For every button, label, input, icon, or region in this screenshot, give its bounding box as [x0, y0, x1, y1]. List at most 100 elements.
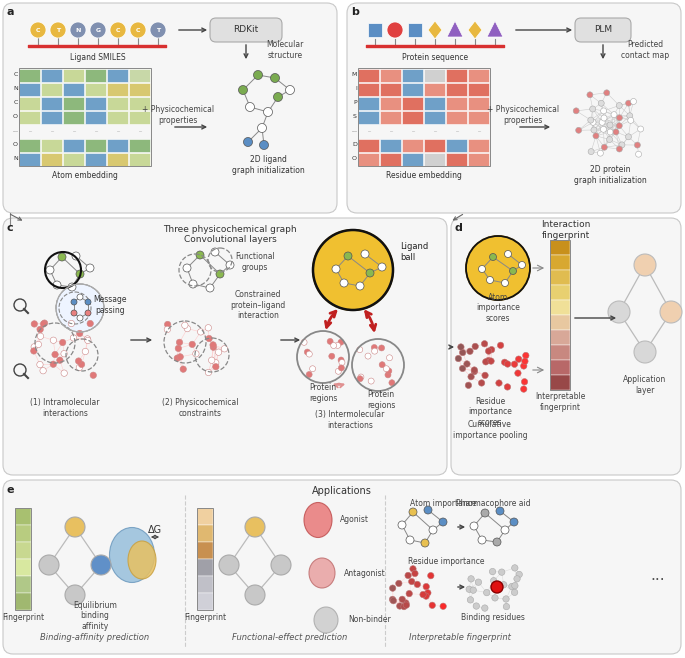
Bar — [129, 153, 151, 166]
Circle shape — [331, 343, 336, 349]
Bar — [468, 68, 490, 82]
Bar — [19, 68, 40, 82]
Circle shape — [396, 580, 402, 586]
Text: Message
passing: Message passing — [93, 295, 127, 315]
Text: Agonist: Agonist — [340, 515, 369, 524]
Circle shape — [61, 351, 67, 357]
Circle shape — [504, 384, 510, 390]
Circle shape — [429, 526, 437, 534]
Text: N: N — [13, 157, 18, 161]
Circle shape — [226, 261, 234, 269]
Circle shape — [50, 22, 66, 38]
Circle shape — [424, 506, 432, 514]
Circle shape — [183, 264, 191, 272]
Circle shape — [35, 342, 42, 347]
Circle shape — [638, 126, 644, 132]
Bar — [550, 255, 570, 270]
Bar — [368, 23, 382, 37]
Circle shape — [37, 333, 44, 340]
Circle shape — [475, 579, 482, 586]
Circle shape — [636, 151, 642, 157]
Circle shape — [245, 103, 255, 111]
Circle shape — [470, 522, 478, 530]
Text: C: C — [116, 28, 121, 32]
Bar — [468, 82, 490, 95]
Circle shape — [390, 585, 396, 592]
Circle shape — [82, 348, 88, 355]
Circle shape — [510, 268, 516, 274]
Circle shape — [590, 106, 596, 112]
Circle shape — [57, 357, 63, 363]
Circle shape — [212, 364, 219, 370]
Circle shape — [271, 74, 279, 82]
Circle shape — [336, 368, 341, 374]
Bar — [19, 153, 40, 166]
Circle shape — [90, 22, 106, 38]
Circle shape — [358, 374, 364, 380]
Bar — [85, 138, 106, 151]
Circle shape — [440, 603, 447, 609]
Circle shape — [176, 339, 183, 345]
Bar — [402, 153, 423, 166]
Circle shape — [601, 108, 607, 114]
Bar — [446, 68, 467, 82]
Bar — [19, 68, 151, 166]
Text: T: T — [156, 28, 160, 32]
Circle shape — [405, 572, 411, 578]
Circle shape — [86, 264, 94, 272]
Circle shape — [516, 571, 523, 578]
Circle shape — [597, 150, 603, 156]
Circle shape — [264, 107, 273, 116]
Circle shape — [521, 378, 527, 385]
Text: (1) Intramolecular
interactions: (1) Intramolecular interactions — [30, 398, 100, 418]
Circle shape — [599, 119, 605, 125]
FancyBboxPatch shape — [3, 480, 681, 654]
Circle shape — [613, 129, 619, 135]
Circle shape — [493, 538, 501, 546]
Text: ...: ... — [651, 567, 665, 582]
Circle shape — [421, 539, 429, 547]
Text: Convolutional layers: Convolutional layers — [184, 236, 276, 245]
Circle shape — [409, 508, 417, 516]
Text: Application
layer: Application layer — [623, 375, 667, 395]
Text: Binding-affinity prediction: Binding-affinity prediction — [40, 634, 149, 642]
Text: ...: ... — [29, 128, 34, 134]
Circle shape — [327, 338, 333, 344]
Circle shape — [423, 584, 429, 590]
Text: O: O — [352, 157, 357, 161]
Text: Applications: Applications — [312, 486, 372, 496]
Text: d: d — [455, 223, 463, 233]
Circle shape — [482, 372, 488, 378]
Text: N: N — [13, 86, 18, 91]
Circle shape — [77, 330, 83, 337]
Circle shape — [91, 555, 111, 575]
Circle shape — [439, 518, 447, 526]
Ellipse shape — [304, 503, 332, 538]
Bar — [129, 97, 151, 109]
Circle shape — [504, 251, 512, 257]
Bar — [63, 82, 84, 95]
Bar — [15, 593, 31, 609]
Circle shape — [210, 342, 216, 348]
Text: ...: ... — [73, 128, 77, 134]
Circle shape — [588, 117, 594, 123]
Circle shape — [616, 123, 622, 129]
Circle shape — [189, 342, 195, 347]
Circle shape — [221, 345, 227, 352]
Text: Protein
regions: Protein regions — [366, 390, 395, 410]
Text: c: c — [7, 223, 14, 233]
Circle shape — [379, 345, 384, 351]
Circle shape — [71, 310, 77, 316]
Bar — [468, 111, 490, 124]
Circle shape — [465, 382, 472, 388]
Circle shape — [423, 593, 429, 599]
Circle shape — [514, 576, 520, 582]
Circle shape — [410, 566, 416, 572]
Polygon shape — [447, 21, 463, 37]
Text: 2D ligand
graph initialization: 2D ligand graph initialization — [232, 155, 304, 175]
Text: Atom importance: Atom importance — [410, 499, 477, 507]
Circle shape — [72, 252, 80, 260]
Text: Residue embedding: Residue embedding — [386, 170, 462, 180]
Circle shape — [329, 353, 335, 359]
Circle shape — [412, 570, 418, 576]
